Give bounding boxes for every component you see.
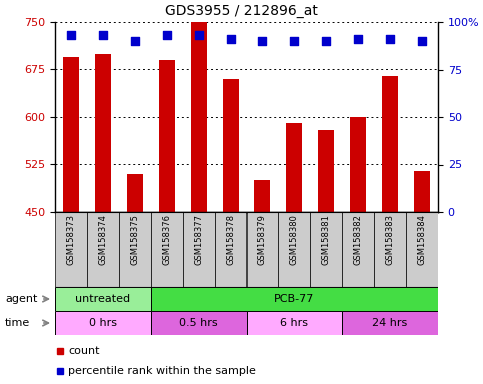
Text: 0 hrs: 0 hrs [89,318,117,328]
Bar [151,311,246,335]
Bar [159,60,175,212]
Bar [87,212,119,287]
Text: GSM158381: GSM158381 [322,214,331,265]
Bar [127,174,143,212]
Point [323,38,330,44]
Bar [55,311,151,335]
Bar [438,287,483,311]
Bar [183,212,214,287]
Text: GSM158375: GSM158375 [130,214,139,265]
Text: time: time [5,318,30,328]
Text: GSM158378: GSM158378 [226,214,235,265]
Text: GSM158379: GSM158379 [258,214,267,265]
Point [131,38,139,44]
Point [163,32,170,38]
Bar [382,76,398,212]
Text: percentile rank within the sample: percentile rank within the sample [68,366,256,376]
Text: GSM158380: GSM158380 [290,214,299,265]
Bar [438,311,483,335]
Text: GSM158376: GSM158376 [162,214,171,265]
Bar [223,79,239,212]
Text: GDS3955 / 212896_at: GDS3955 / 212896_at [165,4,318,18]
Bar [151,287,438,311]
Bar [119,212,151,287]
Text: GSM158383: GSM158383 [385,214,395,265]
Bar [350,117,366,212]
Bar [0,287,55,311]
Text: 0.5 hrs: 0.5 hrs [179,318,218,328]
Bar [191,22,207,212]
Bar [246,311,342,335]
Bar [342,311,438,335]
Bar [311,212,342,287]
Text: GSM158382: GSM158382 [354,214,363,265]
Point [355,36,362,42]
Text: PCB-77: PCB-77 [274,294,314,304]
Point [258,38,266,44]
Point [99,32,107,38]
Text: untreated: untreated [75,294,130,304]
Bar [374,212,406,287]
Point [386,36,394,42]
Point [227,36,234,42]
Bar [63,57,79,212]
Bar [55,287,151,311]
Point [67,32,75,38]
Point [418,38,426,44]
Bar [406,212,438,287]
Text: 24 hrs: 24 hrs [372,318,408,328]
Bar [151,212,183,287]
Bar [214,212,246,287]
Text: agent: agent [5,294,37,304]
Bar [0,311,55,335]
Bar [246,212,278,287]
Bar [55,212,87,287]
Bar [414,171,430,212]
Point [195,32,202,38]
Text: GSM158374: GSM158374 [99,214,107,265]
Text: GSM158377: GSM158377 [194,214,203,265]
Bar [318,130,334,212]
Bar [95,54,111,212]
Bar [255,180,270,212]
Text: count: count [68,346,99,356]
Text: GSM158384: GSM158384 [417,214,426,265]
Text: 6 hrs: 6 hrs [280,318,308,328]
Point [290,38,298,44]
Bar [278,212,311,287]
Text: GSM158373: GSM158373 [67,214,75,265]
Bar [342,212,374,287]
Bar [286,123,302,212]
